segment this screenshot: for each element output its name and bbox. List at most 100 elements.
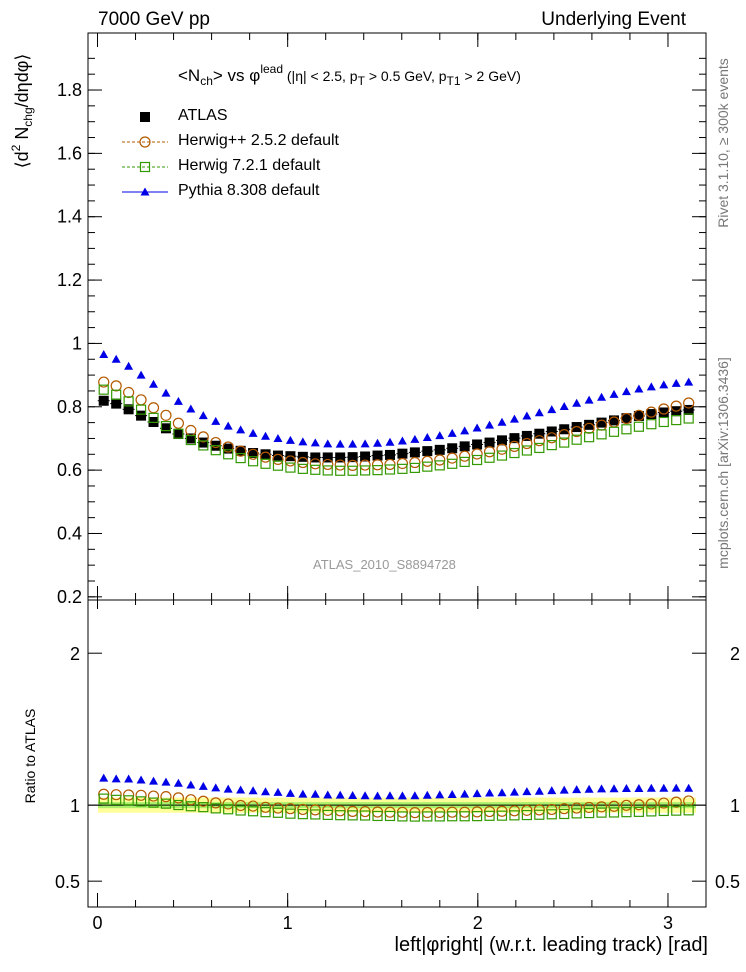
main-point-1: [123, 386, 135, 399]
main-point-3: [310, 438, 320, 447]
ratio-point-1: [658, 797, 670, 809]
x-tick-label: 3: [663, 913, 673, 933]
ratio-uncertainty-band: [88, 797, 706, 813]
ratio-y-tick-label: 0.5: [55, 872, 80, 892]
ratio-point-3: [124, 774, 134, 783]
main-point-0: [459, 441, 470, 452]
ratio-point-2: [98, 793, 109, 804]
ratio-point-2: [434, 811, 445, 822]
ratio-point-2: [135, 796, 147, 807]
ratio-point-3: [173, 778, 183, 787]
ratio-point-2: [484, 810, 495, 821]
main-point-2: [621, 424, 632, 435]
main-point-0: [646, 409, 657, 420]
ratio-point-3: [136, 775, 146, 784]
ratio-point-1: [123, 789, 135, 801]
ratio-point-2: [459, 811, 470, 822]
main-point-3: [572, 398, 582, 407]
main-point-3: [447, 428, 457, 437]
ratio-point-3: [684, 783, 694, 792]
main-point-0: [248, 448, 259, 459]
main-point-1: [496, 443, 508, 455]
main-point-1: [160, 409, 172, 421]
y-tick-label: 0.2: [57, 587, 82, 607]
y-tick-label: 1.8: [57, 80, 82, 100]
ratio-point-1: [583, 801, 595, 814]
main-point-2: [111, 389, 122, 400]
ratio-point-3: [584, 784, 594, 793]
main-point-1: [571, 425, 583, 438]
main-point-0: [136, 410, 147, 421]
ratio-point-3: [223, 784, 233, 793]
main-point-3: [509, 414, 519, 423]
main-point-1: [297, 456, 309, 469]
main-point-0: [111, 398, 122, 409]
main-point-1: [583, 422, 595, 434]
ratio-point-3: [559, 785, 569, 794]
main-point-3: [422, 433, 432, 442]
main-point-2: [347, 465, 358, 476]
title-cut1: (|η| < 2.5, p: [283, 68, 358, 84]
main-point-2: [198, 440, 209, 451]
legend-marker: [140, 112, 150, 122]
main-point-2: [235, 452, 246, 464]
main-point-2: [422, 461, 433, 472]
main-point-0: [384, 449, 395, 460]
main-point-0: [360, 451, 371, 462]
ratio-point-2: [310, 809, 321, 820]
title-t2: T1: [446, 74, 461, 88]
main-point-2: [123, 396, 134, 407]
main-point-3: [584, 395, 594, 404]
main-point-2: [633, 421, 644, 432]
main-point-1: [633, 409, 645, 421]
main-point-2: [397, 463, 408, 474]
chart-title: <Nch> vs φlead (|η| < 2.5, pT > 0.5 GeV,…: [178, 62, 521, 88]
title-prefix: <N: [178, 66, 201, 85]
ratio-plot-frame: [87, 599, 707, 908]
ratio-point-3: [99, 773, 109, 782]
main-point-2: [509, 447, 520, 459]
ratio-point-3: [310, 789, 320, 798]
ratio-point-2: [422, 811, 433, 822]
main-point-1: [546, 432, 558, 444]
legend-marker: [140, 187, 150, 196]
main-point-3: [136, 370, 146, 379]
ratio-point-2: [111, 794, 122, 805]
analysis-id: ATLAS_2010_S8894728: [313, 557, 456, 572]
main-point-0: [297, 451, 308, 462]
main-point-3: [522, 411, 532, 420]
main-point-3: [609, 389, 619, 398]
main-point-0: [310, 452, 321, 463]
main-point-3: [634, 384, 644, 393]
ratio-point-1: [147, 790, 160, 802]
ratio-point-2: [633, 806, 644, 817]
ratio-point-2: [335, 810, 346, 821]
ratio-point-3: [410, 791, 420, 800]
ratio-point-2: [584, 807, 595, 819]
ratio-point-2: [372, 810, 383, 822]
main-point-0: [409, 447, 420, 458]
main-point-2: [359, 465, 371, 476]
main-point-1: [421, 455, 433, 467]
ratio-point-1: [595, 801, 608, 813]
main-point-2: [247, 456, 259, 467]
main-point-1: [197, 431, 209, 443]
ratio-point-2: [409, 811, 420, 822]
main-point-3: [547, 405, 557, 414]
main-point-2: [173, 428, 184, 439]
main-point-1: [533, 435, 545, 447]
legend-marker: [139, 136, 151, 148]
main-point-1: [309, 458, 321, 470]
main-point-0: [596, 417, 607, 428]
main-point-3: [684, 377, 694, 386]
ratio-point-3: [285, 788, 295, 797]
ratio-point-3: [261, 787, 271, 796]
main-point-1: [683, 397, 695, 409]
ratio-point-3: [385, 791, 395, 800]
main-point-0: [123, 404, 134, 415]
legend-label-atlas: ATLAS: [178, 107, 228, 124]
ratio-point-3: [572, 785, 582, 794]
main-point-3: [534, 408, 544, 417]
ratio-point-2: [683, 805, 694, 816]
main-point-3: [198, 411, 208, 420]
